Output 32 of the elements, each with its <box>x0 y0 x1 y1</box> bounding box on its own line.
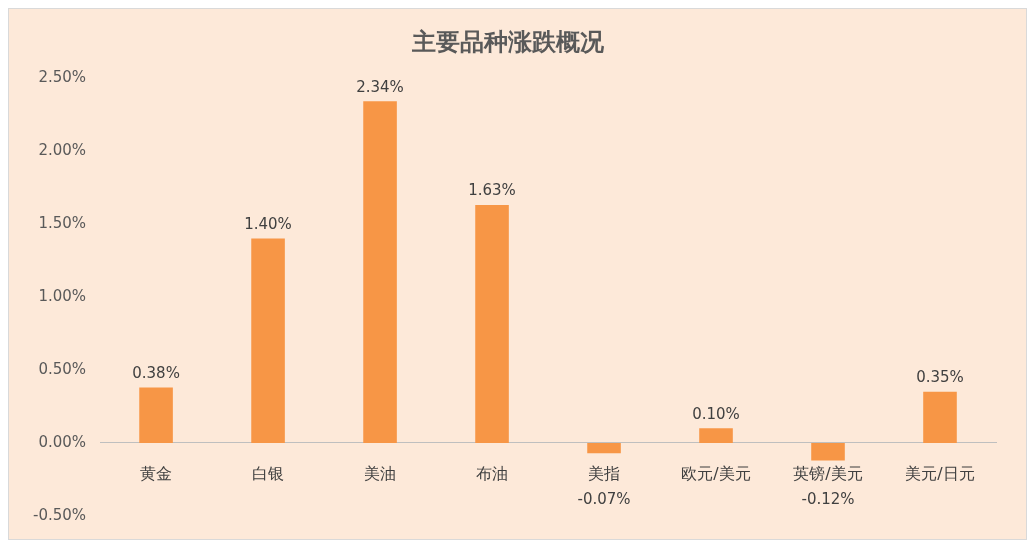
y-tick-label: 0.00% <box>38 432 87 451</box>
data-label: 1.63% <box>468 181 516 200</box>
y-tick-label: 1.00% <box>38 286 87 305</box>
bar <box>811 442 845 461</box>
x-tick-label: 黄金 <box>140 463 173 483</box>
bar <box>923 391 957 443</box>
x-tick-label: 美油 <box>364 463 397 483</box>
chart-title: 主要品种涨跌概况 <box>410 27 605 56</box>
data-label: -0.12% <box>801 490 855 509</box>
x-tick-label: 欧元/美元 <box>681 463 751 483</box>
bar <box>475 204 509 443</box>
y-tick-label: 1.50% <box>38 213 87 232</box>
y-tick-label: 2.50% <box>38 67 87 86</box>
data-label: 0.10% <box>692 404 740 423</box>
y-tick-label: -0.50% <box>32 505 87 524</box>
data-label: -0.07% <box>577 490 631 509</box>
data-label: 1.40% <box>244 214 292 233</box>
x-tick-label: 英镑/美元 <box>793 463 863 483</box>
bar <box>363 101 397 443</box>
bar <box>251 238 285 443</box>
x-tick-label: 美指 <box>588 463 621 483</box>
bar <box>139 387 173 443</box>
data-label: 0.38% <box>132 363 180 382</box>
y-tick-label: 2.00% <box>38 140 87 159</box>
data-label: 0.35% <box>916 368 964 387</box>
bar <box>587 442 621 454</box>
y-tick-label: 0.50% <box>38 359 87 378</box>
x-tick-label: 白银 <box>252 463 285 483</box>
bar <box>699 428 733 443</box>
data-label: 2.34% <box>356 77 404 96</box>
x-tick-label: 美元/日元 <box>905 463 975 483</box>
x-tick-label: 布油 <box>476 463 509 483</box>
